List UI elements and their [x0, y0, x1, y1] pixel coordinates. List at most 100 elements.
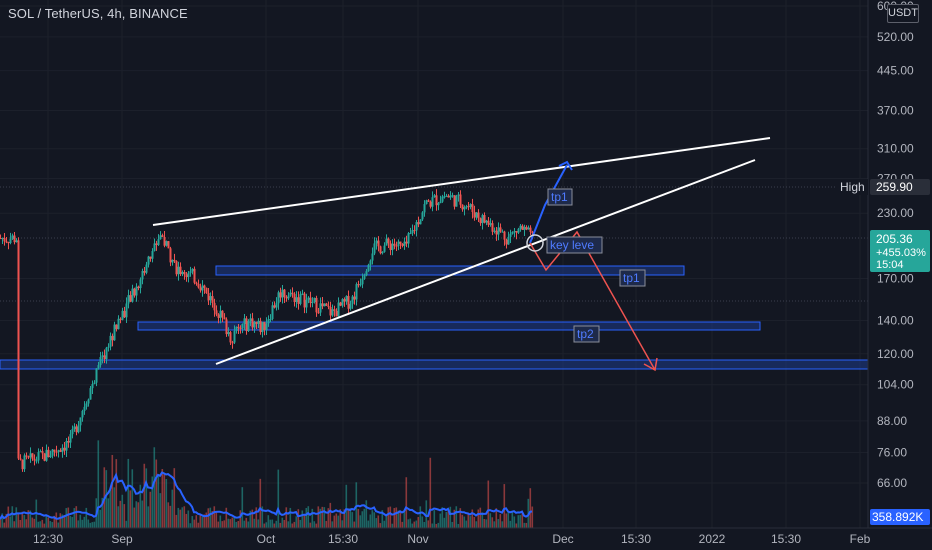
volume-bar [201, 516, 204, 528]
tp2-box[interactable] [573, 325, 600, 343]
candle-body [469, 204, 472, 207]
candle-body [153, 243, 156, 251]
volume-bar [209, 507, 212, 528]
candle-body [89, 388, 92, 400]
high-label-box [835, 179, 868, 195]
volume-bar [383, 520, 386, 528]
volume-bar [503, 484, 506, 528]
volume-bar [145, 468, 148, 528]
key-level-circle[interactable] [526, 234, 544, 252]
volume-bar [355, 482, 358, 528]
upper-trendline[interactable] [152, 137, 771, 226]
candle-body [373, 243, 376, 254]
candle-body [377, 240, 380, 247]
volume-bar [301, 510, 304, 528]
volume-bar [447, 508, 450, 528]
candle-body [193, 268, 196, 283]
volume-bar [43, 523, 46, 528]
volume-bar [21, 511, 24, 528]
y-tick-label: 230.00 [877, 206, 914, 220]
candle-body [485, 220, 488, 223]
volume-bar [155, 459, 158, 528]
volume-bar [501, 521, 504, 528]
volume-bar [269, 519, 272, 528]
candle-body [55, 451, 58, 453]
volume-bar [437, 522, 440, 528]
candle-body [347, 295, 350, 309]
tp1-upper-box[interactable] [547, 188, 573, 206]
bullish-projection-arrow[interactable] [529, 164, 568, 244]
volume-bar [191, 516, 194, 528]
tp1-zone[interactable] [215, 265, 685, 276]
volume-bar [65, 508, 68, 528]
last-price: 205.36 [876, 232, 913, 246]
candle-body [9, 238, 12, 244]
candle-body [465, 206, 468, 208]
currency-badge[interactable]: USDT [887, 4, 919, 23]
candle-body [497, 227, 500, 235]
candle-body [299, 294, 302, 304]
volume-bar [321, 506, 324, 528]
candle-body [73, 426, 76, 430]
time-axis-background[interactable] [0, 528, 932, 550]
candle-body [521, 225, 524, 230]
volume-bar [443, 517, 446, 528]
candle-body [467, 206, 470, 208]
volume-bar [97, 440, 100, 528]
key-level-box[interactable] [546, 236, 603, 254]
volume-bar [309, 522, 312, 528]
volume-bar [509, 520, 512, 528]
volume-bar [207, 508, 210, 528]
candle-body [185, 274, 188, 278]
lower-trendline[interactable] [215, 159, 756, 365]
tp1-lower-box[interactable] [619, 269, 646, 287]
symbol-legend[interactable]: SOL / TetherUS, 4h, BINANCE [8, 6, 188, 21]
volume-bar [123, 504, 126, 528]
volume-bar [135, 501, 138, 528]
volume-bar [505, 513, 508, 528]
volume-bars [0, 440, 534, 528]
volume-bar [299, 519, 302, 528]
candle-body [507, 236, 510, 245]
candle-body [263, 321, 266, 331]
candle-body [531, 231, 534, 234]
tp2-zone[interactable] [137, 321, 761, 331]
volume-bar [81, 519, 84, 528]
volume-bar [159, 493, 162, 528]
support-zone[interactable] [0, 359, 869, 370]
candle-body [499, 227, 502, 232]
volume-bar [173, 468, 176, 528]
candle-body [331, 309, 334, 316]
candle-body [151, 250, 154, 259]
candle-body [29, 453, 32, 458]
volume-bar [227, 518, 230, 528]
volume-bar [431, 523, 434, 528]
volume-bar [425, 500, 428, 528]
candle-body [391, 243, 394, 251]
volume-bar [407, 519, 410, 528]
candle-body [399, 241, 402, 244]
volume-bar [27, 510, 30, 528]
candle-body [91, 384, 94, 389]
candle-body [395, 245, 398, 247]
volume-bar [71, 516, 74, 528]
candle-body [195, 282, 198, 284]
volume-bar [377, 515, 380, 528]
price-scale-background[interactable] [868, 0, 932, 550]
candle-body [191, 268, 194, 272]
candle-body [339, 302, 342, 306]
candle-body [413, 230, 416, 232]
candle-body [265, 323, 268, 331]
candle-body [1, 237, 4, 239]
candle-body [63, 447, 66, 451]
candle-body [57, 450, 60, 452]
volume-bar [435, 523, 438, 528]
key-level-label: key leve [550, 238, 594, 252]
volume-bar [411, 523, 414, 528]
volume-bar [285, 507, 288, 528]
candle-body [47, 449, 50, 458]
candle-body [303, 293, 306, 308]
candle-body [117, 318, 120, 330]
candle-body [419, 219, 422, 225]
